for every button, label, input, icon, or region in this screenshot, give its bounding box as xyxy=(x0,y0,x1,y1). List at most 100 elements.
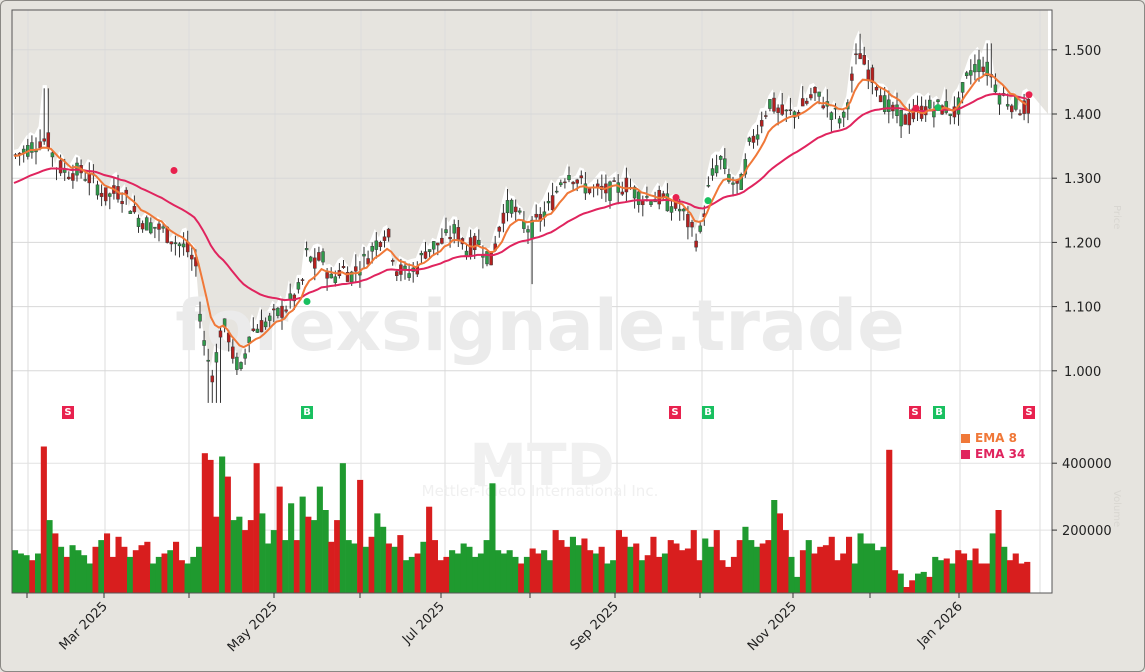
candle-body xyxy=(862,55,866,65)
volume-bar xyxy=(368,536,375,593)
volume-bar xyxy=(713,530,720,593)
volume-bar xyxy=(408,556,415,593)
volume-tick-label: 200000 xyxy=(1062,524,1112,539)
candle-body xyxy=(973,64,977,73)
volume-bar xyxy=(684,548,691,593)
volume-bar xyxy=(477,553,484,593)
candle-body xyxy=(313,257,317,269)
candle-body xyxy=(718,156,723,160)
volume-bar xyxy=(155,556,162,593)
candle-body xyxy=(784,109,789,112)
volume-bar xyxy=(1007,560,1014,593)
candle-body xyxy=(304,248,309,251)
volume-bar xyxy=(380,526,387,593)
candle-body xyxy=(99,192,104,197)
legend-ema8[interactable]: EMA 8 xyxy=(961,430,1025,446)
volume-bar xyxy=(322,510,329,593)
volume-bar xyxy=(966,560,973,593)
candle-body xyxy=(67,176,71,180)
volume-bar xyxy=(334,520,341,593)
volume-bar xyxy=(345,540,352,593)
candle-body xyxy=(378,242,383,248)
candle-body xyxy=(231,346,235,359)
candle-body xyxy=(841,111,846,118)
candle-body xyxy=(649,201,653,205)
volume-bar xyxy=(259,513,266,593)
volume-bar xyxy=(207,459,214,593)
volume-bar xyxy=(909,580,916,593)
legend-ema34[interactable]: EMA 34 xyxy=(961,446,1025,462)
candle-body xyxy=(128,210,133,214)
candle-body xyxy=(518,210,522,213)
candle-body xyxy=(903,114,907,125)
volume-bar xyxy=(40,446,47,593)
candle-body xyxy=(161,226,165,229)
volume-bar xyxy=(558,540,565,593)
candle-body xyxy=(546,201,551,204)
candle-body xyxy=(181,243,186,248)
volume-bar xyxy=(886,449,893,593)
candle-body xyxy=(489,251,493,266)
volume-bar xyxy=(1018,563,1025,593)
candle-body xyxy=(776,107,780,113)
candle-body xyxy=(71,173,75,181)
candle-body xyxy=(669,206,674,213)
sell-signal-marker: S xyxy=(909,406,921,419)
volume-bar xyxy=(397,535,404,593)
crossover-dot xyxy=(704,197,712,205)
volume-bar xyxy=(420,541,427,593)
volume-bar xyxy=(546,560,553,593)
volume-bar xyxy=(776,513,783,593)
candle-body xyxy=(1026,98,1030,114)
legend-ema34-label: EMA 34 xyxy=(975,447,1026,461)
volume-bar xyxy=(1001,546,1008,593)
candle-body xyxy=(300,279,305,281)
volume-axis-label: Volume xyxy=(1111,490,1122,528)
volume-bar xyxy=(897,573,904,593)
volume-bar xyxy=(138,545,145,593)
candle-body xyxy=(505,200,510,214)
candle-body xyxy=(477,239,481,245)
candle-body xyxy=(928,99,932,109)
candle-body xyxy=(554,190,559,193)
candle-body xyxy=(448,236,452,240)
volume-bar xyxy=(857,533,864,593)
volume-bar xyxy=(213,516,220,593)
candle-body xyxy=(206,359,210,362)
volume-bar xyxy=(564,546,571,593)
price-tick-label: 1.200 xyxy=(1064,236,1101,251)
price-tick-label: 1.300 xyxy=(1064,172,1101,187)
volume-bar xyxy=(63,556,70,593)
candle-body xyxy=(1018,113,1022,116)
x-tick-label: May 2025 xyxy=(225,599,281,655)
volume-bar xyxy=(581,538,588,593)
candle-body xyxy=(977,59,981,73)
volume-bar xyxy=(817,546,824,593)
volume-bar xyxy=(328,541,335,593)
candle-body xyxy=(427,249,432,252)
volume-bar xyxy=(178,560,185,593)
volume-bar xyxy=(374,513,381,593)
volume-bar xyxy=(673,543,680,593)
candle-body xyxy=(677,208,682,212)
volume-bar xyxy=(765,540,772,593)
candle-body xyxy=(46,132,51,149)
candle-body xyxy=(354,266,358,272)
volume-bar xyxy=(219,456,226,593)
volume-bar xyxy=(730,556,737,593)
candle-body xyxy=(509,199,514,214)
candle-body xyxy=(850,73,854,81)
volume-bar xyxy=(270,530,277,593)
candle-body xyxy=(30,142,34,153)
volume-bar xyxy=(644,555,651,593)
candle-body xyxy=(407,273,411,278)
volume-bar xyxy=(955,550,962,593)
candle-body xyxy=(144,217,149,231)
candle-body xyxy=(173,242,178,245)
crossover-dot xyxy=(912,104,920,112)
candle-body xyxy=(272,308,276,311)
volume-bar xyxy=(656,556,663,593)
volume-bar xyxy=(167,550,174,593)
candle-body xyxy=(202,340,206,346)
candle-body xyxy=(710,168,715,176)
